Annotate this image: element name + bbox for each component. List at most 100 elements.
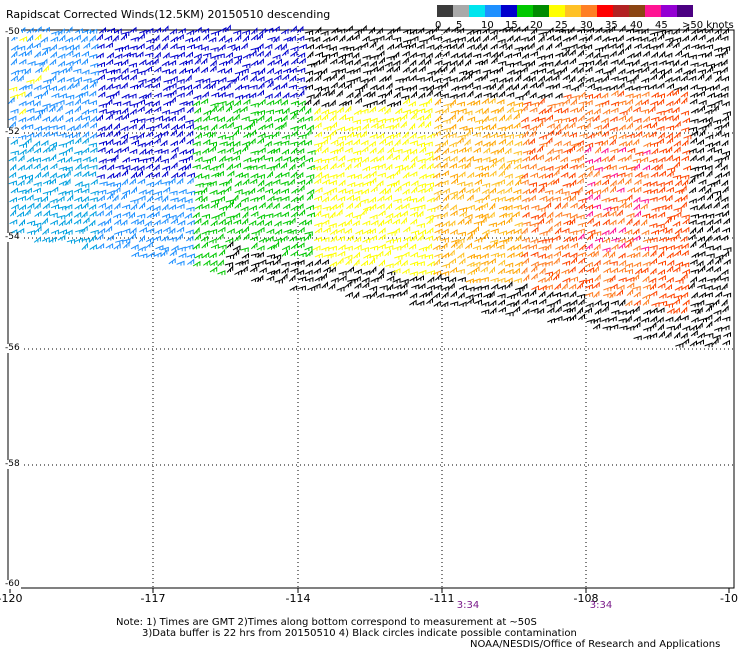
wind-barb bbox=[513, 243, 522, 250]
wind-barb bbox=[504, 162, 511, 171]
wind-barb bbox=[626, 276, 635, 282]
wind-barb bbox=[66, 194, 74, 202]
wind-barb bbox=[704, 142, 713, 148]
wind-barb bbox=[481, 188, 490, 194]
wind-barb bbox=[537, 217, 544, 226]
wind-barb bbox=[321, 219, 330, 225]
wind-barb bbox=[330, 121, 337, 129]
wind-barb bbox=[401, 44, 410, 49]
wind-barb bbox=[266, 275, 275, 281]
wind-barb bbox=[72, 52, 80, 58]
wind-barb bbox=[25, 163, 33, 170]
wind-barb bbox=[337, 235, 345, 242]
wind-barb bbox=[225, 51, 233, 58]
wind-barb bbox=[312, 98, 320, 106]
wind-barb bbox=[362, 294, 371, 299]
wind-barb bbox=[208, 82, 216, 90]
wind-barb bbox=[337, 135, 347, 141]
wind-barb bbox=[714, 274, 721, 282]
wind-barb bbox=[601, 99, 610, 106]
wind-barb bbox=[402, 188, 410, 195]
wind-barb bbox=[723, 331, 731, 338]
wind-barb bbox=[513, 108, 522, 114]
wind-barb bbox=[354, 91, 361, 99]
wind-barb bbox=[345, 257, 352, 266]
wind-barb bbox=[9, 163, 17, 171]
wind-barb bbox=[152, 210, 160, 218]
wind-barb bbox=[240, 42, 248, 50]
wind-barb bbox=[224, 219, 232, 226]
wind-barb bbox=[632, 93, 641, 99]
wind-barb bbox=[690, 269, 699, 274]
wind-barb bbox=[530, 172, 538, 178]
wind-barb bbox=[384, 249, 391, 257]
wind-barb bbox=[234, 188, 243, 194]
wind-barb bbox=[256, 245, 265, 251]
wind-barb bbox=[73, 58, 81, 65]
wind-barb bbox=[722, 316, 731, 322]
wind-barb bbox=[624, 177, 632, 185]
wind-barb bbox=[472, 131, 481, 137]
wind-barb bbox=[490, 196, 499, 202]
wind-barb bbox=[578, 266, 585, 274]
wind-barb bbox=[648, 277, 657, 284]
wind-barb bbox=[65, 100, 74, 106]
wind-barb bbox=[648, 105, 656, 113]
wind-barb bbox=[200, 186, 208, 195]
wind-barb bbox=[601, 197, 610, 203]
wind-barb bbox=[680, 127, 690, 132]
wind-barb bbox=[178, 188, 187, 194]
wind-barb bbox=[529, 107, 538, 113]
wind-barb bbox=[408, 101, 416, 107]
wind-barb bbox=[170, 197, 179, 203]
wind-barb bbox=[704, 342, 713, 348]
wind-barb bbox=[122, 156, 130, 163]
wind-barb bbox=[192, 100, 200, 107]
wind-barb bbox=[554, 226, 562, 235]
wind-barb bbox=[458, 171, 466, 178]
wind-barb bbox=[489, 170, 497, 177]
wind-barb bbox=[393, 116, 402, 122]
wind-barb bbox=[481, 232, 489, 240]
wind-barb bbox=[42, 202, 50, 210]
wind-barb bbox=[721, 154, 729, 161]
wind-barb bbox=[433, 300, 441, 307]
wind-barb bbox=[672, 75, 681, 82]
wind-barb bbox=[544, 253, 553, 259]
wind-barb bbox=[715, 211, 724, 217]
wind-barb bbox=[282, 73, 290, 81]
wind-barb bbox=[169, 89, 177, 96]
wind-barb bbox=[530, 265, 538, 273]
wind-barb bbox=[344, 163, 352, 171]
wind-barb bbox=[216, 53, 225, 58]
wind-barb bbox=[546, 302, 555, 308]
wind-barb bbox=[480, 253, 489, 259]
wind-barb bbox=[618, 165, 627, 170]
wind-barb bbox=[243, 232, 250, 241]
wind-barb bbox=[552, 154, 560, 161]
wind-barb bbox=[585, 261, 593, 268]
wind-barb bbox=[552, 177, 560, 185]
wind-barb bbox=[464, 218, 472, 225]
wind-barb bbox=[234, 71, 244, 76]
wind-barb bbox=[347, 278, 356, 284]
wind-barb bbox=[232, 245, 241, 251]
wind-barb bbox=[64, 178, 71, 186]
wind-barb bbox=[722, 111, 731, 116]
wind-barb bbox=[121, 204, 131, 210]
wind-barb bbox=[378, 106, 386, 113]
wind-barb bbox=[425, 186, 433, 193]
wind-barb bbox=[472, 278, 481, 283]
wind-barb bbox=[394, 42, 402, 49]
wind-barb bbox=[352, 220, 360, 226]
wind-barb bbox=[386, 275, 395, 282]
wind-barb bbox=[265, 27, 274, 33]
wind-barb bbox=[713, 266, 721, 273]
wind-barb bbox=[651, 206, 660, 212]
wind-barb bbox=[442, 187, 450, 194]
wind-barb bbox=[720, 66, 728, 74]
wind-barb bbox=[529, 125, 537, 131]
wind-barb bbox=[457, 134, 466, 140]
wind-barb bbox=[130, 203, 138, 211]
wind-barb bbox=[656, 125, 665, 131]
